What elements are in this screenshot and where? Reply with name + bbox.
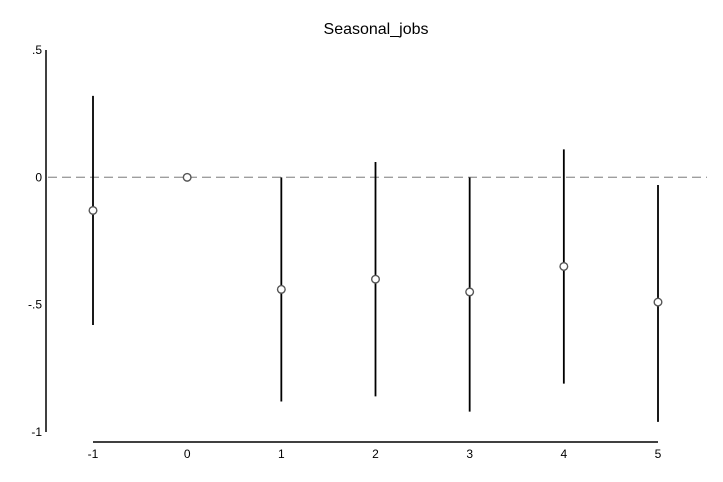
x-tick-label: 4 — [560, 447, 567, 461]
y-tick-label: 0 — [35, 170, 42, 184]
x-tick-label: 1 — [278, 447, 285, 461]
y-tick-label: -1 — [31, 425, 42, 439]
point-estimate-marker — [371, 274, 381, 284]
point-estimate-marker — [465, 287, 475, 297]
point-estimate-marker — [88, 205, 98, 215]
point-estimate-marker — [559, 261, 569, 271]
point-estimate-marker — [276, 284, 286, 294]
x-tick-label: -1 — [88, 447, 99, 461]
y-tick-label: .5 — [32, 43, 42, 57]
point-estimate-marker — [182, 172, 192, 182]
axes: .5 0 -.5 -1 -1 0 1 2 3 4 5 — [28, 43, 662, 461]
data-marks — [88, 95, 663, 422]
x-tick-label: 2 — [372, 447, 379, 461]
x-tick-label: 3 — [466, 447, 473, 461]
x-tick-label: 5 — [655, 447, 662, 461]
x-tick-label: 0 — [184, 447, 191, 461]
point-estimate-marker — [653, 297, 663, 307]
chart-title: Seasonal_jobs — [324, 21, 429, 38]
y-tick-label: -.5 — [28, 298, 42, 312]
